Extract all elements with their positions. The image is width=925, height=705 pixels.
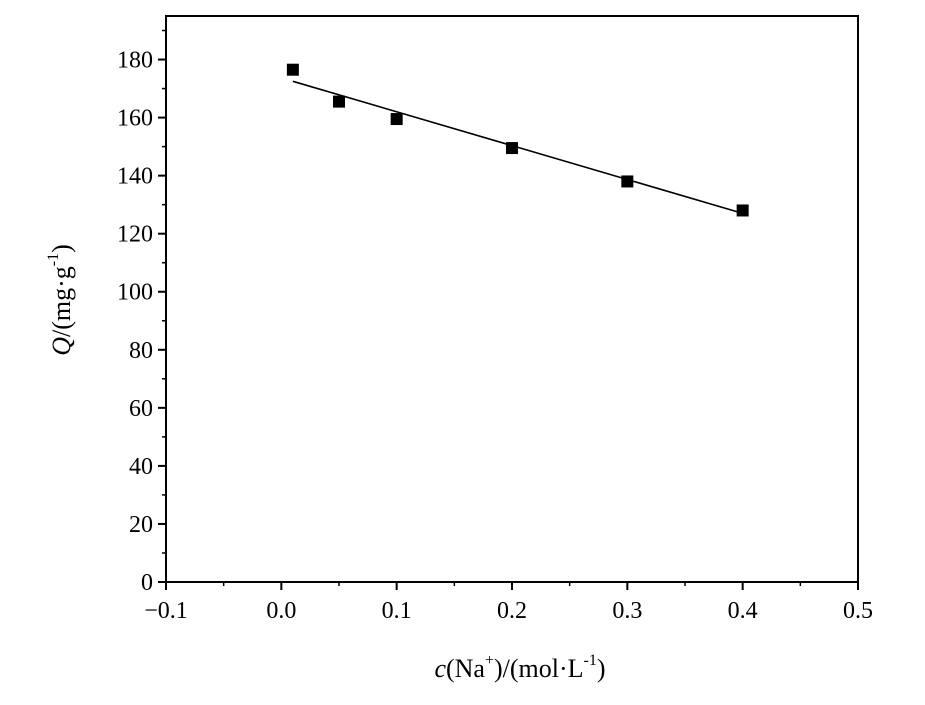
data-point bbox=[736, 204, 749, 217]
data-point bbox=[506, 142, 518, 155]
y-tick-label: 140 bbox=[117, 164, 153, 190]
y-tick-label: 120 bbox=[117, 222, 153, 248]
y-tick-label: 40 bbox=[129, 454, 153, 480]
y-tick-label: 100 bbox=[117, 280, 153, 306]
data-point bbox=[390, 113, 403, 126]
y-tick-label: 60 bbox=[129, 396, 153, 422]
x-axis: −0.1 0.0 0.1 0.2 0.3 0.4 0.5 bbox=[144, 582, 873, 624]
data-point bbox=[621, 175, 634, 188]
y-axis-title: Q/(mg·g-1) bbox=[45, 244, 76, 356]
x-tick-label: 0.2 bbox=[497, 598, 527, 624]
data-points bbox=[286, 63, 749, 217]
x-axis-title: c(Na+)/(mol·L-1) bbox=[434, 652, 605, 683]
y-tick-label: 0 bbox=[141, 570, 153, 596]
data-point bbox=[333, 95, 345, 108]
y-tick-label: 180 bbox=[117, 48, 153, 74]
x-tick-label: 0.1 bbox=[382, 598, 412, 624]
x-tick-label: 0.4 bbox=[728, 598, 758, 624]
y-tick-label: 80 bbox=[129, 338, 153, 364]
y-tick-label: 160 bbox=[117, 106, 153, 132]
x-tick-label: 0.3 bbox=[612, 598, 642, 624]
y-axis: 0 20 40 60 80 100 120 140 160 180 bbox=[117, 29, 166, 596]
data-point bbox=[286, 63, 299, 76]
x-tick-label: 0.0 bbox=[266, 598, 296, 624]
x-tick-label: −0.1 bbox=[144, 598, 188, 624]
y-tick-label: 20 bbox=[129, 512, 153, 538]
x-tick-label: 0.5 bbox=[843, 598, 873, 624]
